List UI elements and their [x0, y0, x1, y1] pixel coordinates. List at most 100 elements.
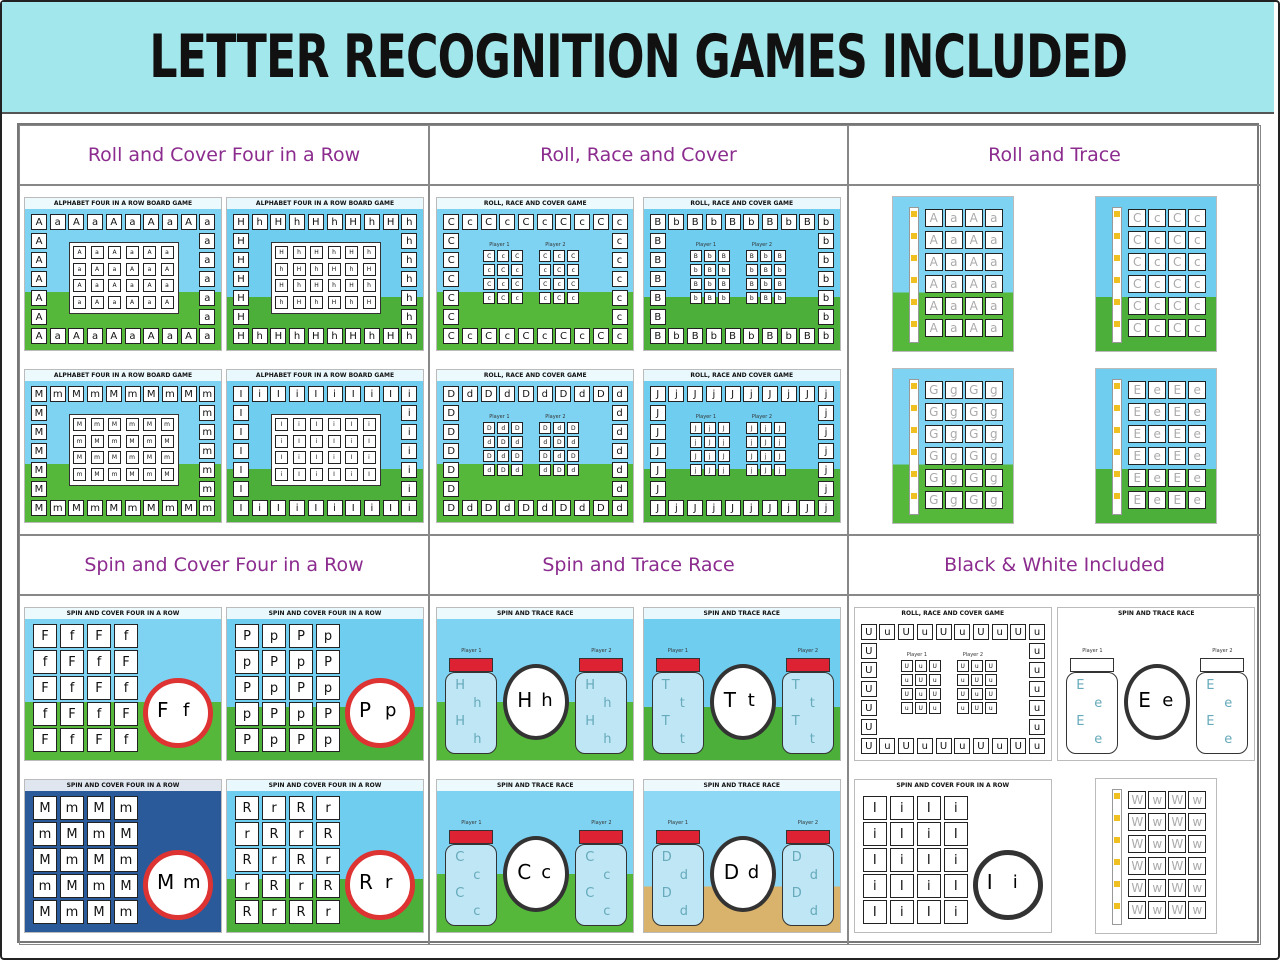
- letter-cell: d: [611, 462, 628, 478]
- section: Roll and Cover Four in a Row ALPHABET FOU…: [19, 125, 429, 535]
- letter-cell: C: [539, 278, 552, 290]
- letter-cell: C: [443, 309, 460, 325]
- letter-cell: U: [860, 719, 877, 735]
- letter-cell: M: [143, 386, 160, 402]
- letter-cell: e: [1188, 425, 1207, 443]
- letter-cell: H: [292, 262, 306, 276]
- die: [1114, 405, 1121, 411]
- letter-cell: I: [310, 418, 323, 431]
- letter-cell: U: [914, 702, 927, 714]
- letter-cell: M: [125, 467, 139, 481]
- letter-cell: I: [345, 500, 362, 516]
- letter-cell: I: [310, 451, 323, 464]
- letter-cell: F: [114, 650, 138, 674]
- dice-strip: [1112, 789, 1123, 925]
- letter-cell: B: [773, 250, 786, 262]
- trace-letter: d: [679, 868, 689, 883]
- letter-cell: J: [799, 386, 816, 402]
- letter-cell: B: [649, 290, 666, 306]
- letter-cell: U: [956, 660, 969, 672]
- letter-cell: C: [1168, 319, 1187, 337]
- letter-cell: B: [773, 278, 786, 290]
- letter-cell: j: [759, 450, 772, 462]
- letter-cell: A: [143, 279, 156, 292]
- letter-cell: i: [289, 500, 306, 516]
- letter-cell: H: [307, 328, 324, 344]
- letter-cell: E: [1128, 491, 1147, 509]
- die: [910, 277, 917, 283]
- letter-cell: j: [745, 436, 758, 448]
- letter-cell: m: [160, 418, 174, 431]
- letter-cell: u: [1029, 624, 1046, 640]
- letter-cell: G: [924, 447, 943, 465]
- letter-cell: D: [443, 500, 460, 516]
- letter-cell: U: [900, 660, 913, 672]
- letter-cell: E: [1168, 447, 1187, 465]
- die: [1114, 383, 1121, 389]
- letter-cell: R: [235, 900, 259, 924]
- letter-cell: H: [275, 246, 288, 259]
- letter-cell: h: [362, 246, 376, 259]
- letter-cell: G: [924, 469, 943, 487]
- letter-cell: H: [382, 328, 399, 344]
- letter-cell: A: [31, 252, 47, 268]
- letter-cell: B: [689, 250, 702, 262]
- letter-cell: J: [649, 462, 666, 478]
- letter-cell: J: [717, 422, 730, 434]
- letter-cell: e: [1148, 403, 1167, 421]
- letter-cell: c: [611, 271, 628, 287]
- letter-cell: h: [289, 328, 306, 344]
- letter-cell: w: [1148, 813, 1167, 831]
- letter-cell: B: [703, 264, 716, 276]
- spinner: [143, 850, 213, 920]
- letter-cell: U: [860, 624, 877, 640]
- letter-cell: a: [161, 214, 178, 230]
- letter-cell: D: [443, 481, 460, 497]
- letter-cell: D: [483, 422, 496, 434]
- letter-cell: m: [87, 822, 111, 846]
- letter-cell: m: [125, 418, 139, 431]
- player-label: Player 1: [461, 820, 482, 826]
- letter-cell: M: [31, 424, 47, 440]
- letter-cell: P: [235, 624, 259, 648]
- section-title: Spin and Cover Four in a Row: [20, 536, 428, 596]
- letter-cell: p: [262, 676, 286, 700]
- letter-cell: j: [689, 436, 702, 448]
- letter-cell: J: [649, 443, 666, 459]
- player-label: Player 1: [489, 242, 510, 248]
- letter-cell: B: [649, 214, 666, 230]
- jar-lid: [1070, 658, 1115, 672]
- letter-cell: d: [511, 436, 524, 448]
- letter-cell: m: [199, 500, 216, 516]
- letter-cell: R: [289, 848, 313, 872]
- letter-cell: i: [326, 386, 343, 402]
- page-title: LETTER RECOGNITION GAMES INCLUDED: [149, 22, 1128, 92]
- letter-cell: I: [233, 481, 249, 497]
- letter-cell: j: [703, 450, 716, 462]
- letter-cell: C: [443, 233, 460, 249]
- letter-cell: g: [984, 469, 1003, 487]
- die: [1114, 211, 1121, 217]
- letter-cell: i: [401, 405, 418, 421]
- thumbnail-heading: SPIN AND TRACE RACE: [643, 780, 840, 791]
- letter-cell: U: [1010, 738, 1027, 754]
- die: [1114, 881, 1121, 887]
- letter-cell: A: [31, 233, 47, 249]
- letter-cell: b: [705, 328, 722, 344]
- spinner-lower: c: [541, 862, 552, 883]
- letter-cell: G: [924, 381, 943, 399]
- letter-cell: D: [539, 450, 552, 462]
- jar-lid: [785, 658, 830, 672]
- jar: [1066, 672, 1119, 754]
- letter-cell: W: [1128, 901, 1147, 919]
- letter-cell: m: [124, 500, 141, 516]
- letter-cell: H: [270, 214, 287, 230]
- letter-cell: m: [161, 500, 178, 516]
- letter-cell: h: [401, 233, 418, 249]
- letter-cell: J: [687, 500, 704, 516]
- letter-cell: A: [90, 295, 104, 309]
- dice-strip: [1112, 207, 1123, 343]
